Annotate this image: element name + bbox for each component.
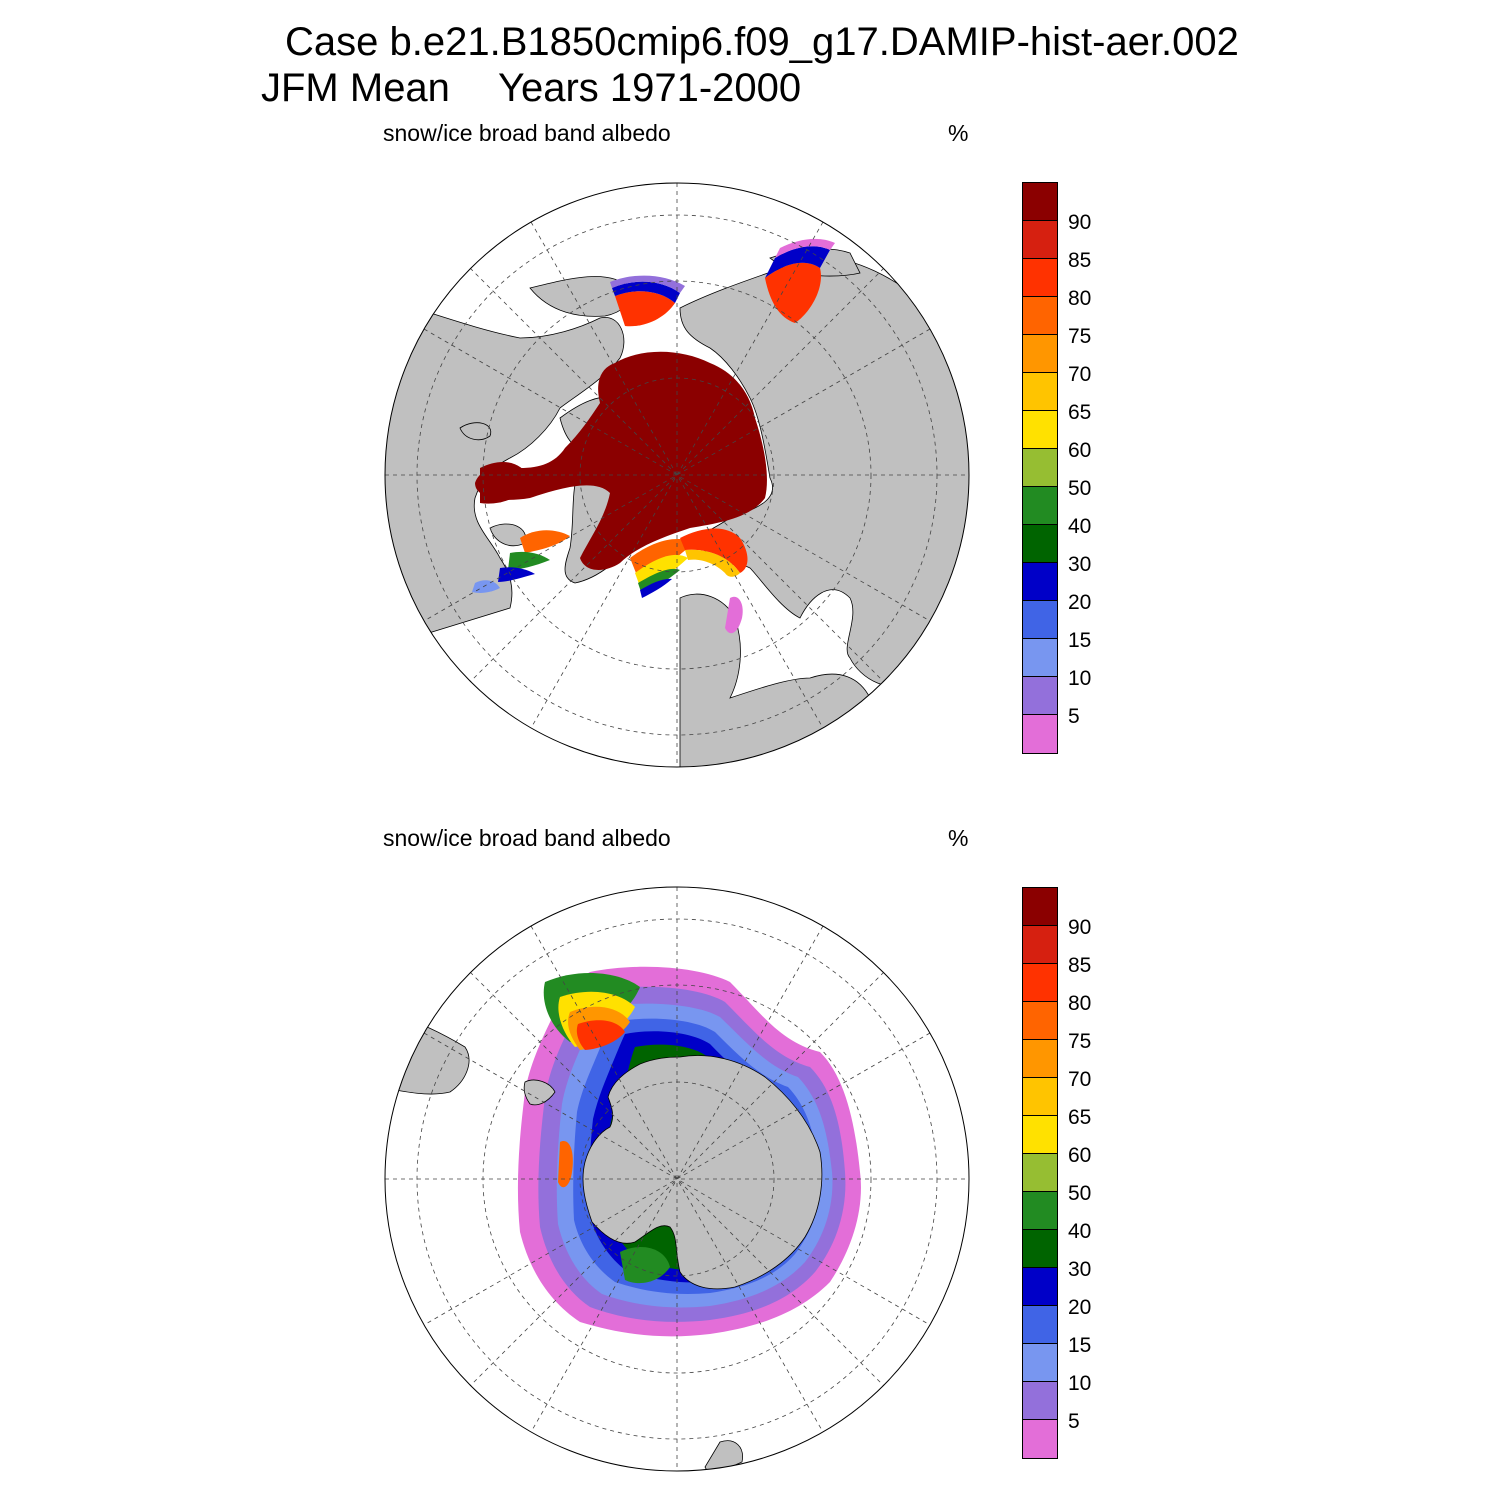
nh-graticule: [385, 183, 969, 767]
australia: [704, 1440, 743, 1471]
sh-colorbar-label: 75: [1068, 1030, 1092, 1053]
sh-colorbar-swatch: [1022, 1039, 1058, 1079]
sh-colorbar-label: 80: [1068, 992, 1092, 1015]
sh-colorbar-swatch: [1022, 1381, 1058, 1421]
sh-colorbar-swatch: [1022, 1267, 1058, 1307]
sh-colorbar-swatch: [1022, 1305, 1058, 1345]
nh-colorbar-swatch: [1022, 182, 1058, 222]
nh-panel-units: %: [948, 120, 969, 146]
nh-colorbar-label: 75: [1068, 325, 1092, 348]
sh-colorbar-swatch: [1022, 1115, 1058, 1155]
nh-colorbar-label: 65: [1068, 401, 1092, 424]
nh-colorbar-swatch: [1022, 296, 1058, 336]
sh-colorbar-label: 30: [1068, 1258, 1092, 1281]
sh-colorbar-label: 90: [1068, 916, 1092, 939]
sh-colorbar-swatch: [1022, 1229, 1058, 1269]
nh-colorbar-label: 5: [1068, 705, 1080, 728]
years-label: Years 1971-2000: [497, 66, 802, 110]
nh-colorbar-label: 80: [1068, 287, 1092, 310]
sh-panel-title: snow/ice broad band albedo: [383, 825, 671, 851]
nh-colorbar-label: 70: [1068, 363, 1092, 386]
sh-colorbar-swatch: [1022, 1343, 1058, 1383]
nh-colorbar-label: 20: [1068, 591, 1092, 614]
sh-colorbar-label: 5: [1068, 1410, 1080, 1433]
nh-colorbar-swatch: [1022, 600, 1058, 640]
nh-colorbar-label: 50: [1068, 477, 1092, 500]
sh-map-border: [384, 886, 970, 1472]
sh-colorbar-label: 60: [1068, 1144, 1092, 1167]
sh-colorbar-label: 70: [1068, 1068, 1092, 1091]
antarctica: [582, 1055, 823, 1290]
nh-colorbar-swatch: [1022, 524, 1058, 564]
figure-title-period: JFM Mean Years 1971-2000: [261, 66, 801, 111]
figure-title-case: Case b.e21.B1850cmip6.f09_g17.DAMIP-hist…: [285, 20, 1239, 64]
nh-colorbar-swatch: [1022, 220, 1058, 260]
sh-colorbar-swatch: [1022, 1419, 1058, 1459]
sh-colorbar-swatch: [1022, 1153, 1058, 1193]
sh-colorbar-swatch: [1022, 925, 1058, 965]
nh-colorbar-swatch: [1022, 638, 1058, 678]
nh-colorbar-label: 60: [1068, 439, 1092, 462]
nh-colorbar-swatch: [1022, 448, 1058, 488]
nh-map-border: [384, 182, 970, 768]
sh-graticule: [385, 887, 969, 1471]
nh-colorbar-swatch: [1022, 562, 1058, 602]
nh-colorbar-swatch: [1022, 372, 1058, 412]
nh-panel-title: snow/ice broad band albedo: [383, 120, 671, 146]
nh-colorbar-label: 15: [1068, 629, 1092, 652]
sh-colorbar-label: 20: [1068, 1296, 1092, 1319]
sh-panel-units: %: [948, 825, 969, 851]
nh-colorbar-label: 85: [1068, 249, 1092, 272]
nh-colorbar-label: 40: [1068, 515, 1092, 538]
nh-colorbar-swatch: [1022, 676, 1058, 716]
sh-colorbar-label: 50: [1068, 1182, 1092, 1205]
nh-colorbar-swatch: [1022, 258, 1058, 298]
nh-colorbar-swatch: [1022, 486, 1058, 526]
nh-colorbar-swatch: [1022, 334, 1058, 374]
nh-colorbar-swatch: [1022, 410, 1058, 450]
sh-colorbar-swatch: [1022, 1001, 1058, 1041]
nh-colorbar-label: 10: [1068, 667, 1092, 690]
sh-colorbar-swatch: [1022, 887, 1058, 927]
sh-colorbar-swatch: [1022, 1191, 1058, 1231]
sh-colorbar-label: 40: [1068, 1220, 1092, 1243]
nh-colorbar-label: 90: [1068, 211, 1092, 234]
sh-colorbar-label: 10: [1068, 1372, 1092, 1395]
nh-sea-ice-field: [472, 238, 835, 634]
sh-colorbar-label: 65: [1068, 1106, 1092, 1129]
nh-colorbar-swatch: [1022, 714, 1058, 754]
season-label: JFM Mean: [261, 66, 450, 110]
sh-colorbar-swatch: [1022, 963, 1058, 1003]
sh-colorbar-swatch: [1022, 1077, 1058, 1117]
sh-polar-map: [384, 886, 970, 1472]
sh-colorbar-label: 85: [1068, 954, 1092, 977]
nh-colorbar-label: 30: [1068, 553, 1092, 576]
nh-polar-map: [384, 182, 970, 768]
sh-colorbar-label: 15: [1068, 1334, 1092, 1357]
